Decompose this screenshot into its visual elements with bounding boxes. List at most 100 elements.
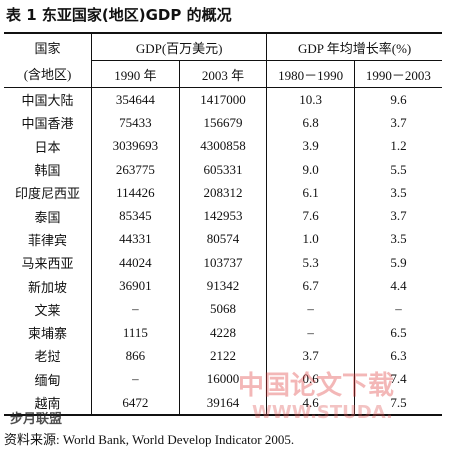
country-cell: 柬埔寨 — [28, 326, 68, 342]
value-cell: 16000 — [178, 367, 267, 391]
country-cell: 缅甸 — [34, 372, 61, 388]
table-row: 新加坡 36901 91342 6.7 4.4 — [4, 274, 442, 298]
value-cell: 3.9 — [266, 134, 355, 158]
header-cell: GDP(百万美元) — [91, 33, 267, 61]
table-row: 中国大陆 354644 1417000 10.3 9.6 — [4, 87, 442, 112]
value-cell: – — [91, 367, 180, 391]
header-cell: (含地区) — [23, 67, 72, 83]
value-cell: 5.5 — [353, 157, 442, 182]
table-row: 韩国 263775 605331 9.0 5.5 — [4, 157, 442, 182]
country-cell: 马来西亚 — [21, 256, 74, 272]
value-cell: 7.6 — [266, 204, 355, 228]
watermark: WWW.STUDA. — [252, 402, 393, 423]
country-cell: 越南 — [34, 396, 61, 411]
header-cell: 1980－1990 — [266, 60, 355, 88]
value-cell: 1.2 — [353, 134, 442, 158]
value-cell: 6.1 — [266, 181, 355, 205]
value-cell: 7.4 — [353, 367, 442, 391]
value-cell: 4300858 — [178, 134, 267, 158]
country-cell: 文莱 — [34, 302, 61, 318]
table-row: 文莱 –5068– – — [4, 297, 442, 321]
table-row: 越南 6472 39164 4.6 7.5 — [4, 390, 442, 416]
value-cell: 39164 — [178, 390, 267, 416]
header-cell: 1990 年 — [91, 60, 180, 88]
value-cell: 91342 — [178, 274, 267, 298]
value-cell: 36901 — [91, 274, 180, 298]
value-cell: 3.5 — [353, 181, 442, 205]
value-cell: 6472 — [91, 390, 180, 416]
value-cell: 44024 — [91, 251, 180, 275]
value-cell: 114426 — [91, 181, 180, 205]
country-cell: 新加坡 — [28, 279, 68, 295]
header-cell: GDP 年均增长率(%) — [266, 33, 442, 61]
country-cell: 老挝 — [34, 349, 61, 365]
header-cell: 1990－2003 — [353, 60, 442, 88]
table-row: 泰国 85345 142953 7.6 3.7 — [4, 204, 442, 228]
value-cell: 85345 — [91, 204, 180, 228]
value-cell: 5.9 — [353, 251, 442, 275]
country-cell: 菲律宾 — [28, 232, 68, 248]
value-cell: – — [266, 320, 355, 345]
value-cell: 6.7 — [266, 274, 355, 298]
table: 国家 GDP(百万美元) GDP 年均增长率(%) (含地区) 1990 年 2… — [4, 32, 442, 416]
value-cell: 1.0 — [266, 227, 355, 252]
header-cell: 国家 — [34, 40, 61, 56]
value-cell: 156679 — [178, 111, 267, 135]
value-cell: 3.7 — [353, 204, 442, 228]
source-note: 资料来源: World Bank, World Develop Indicato… — [4, 432, 295, 447]
value-cell: 7.5 — [353, 390, 442, 416]
table-row: 缅甸 –16000 0.6 7.4 — [4, 367, 442, 391]
value-cell: 866 — [91, 344, 180, 368]
value-cell: 4228 — [178, 320, 267, 345]
table-row: 老挝 866 2122 3.7 6.3 — [4, 344, 442, 368]
value-cell: 10.3 — [266, 87, 355, 112]
value-cell: – — [353, 297, 442, 321]
value-cell: 208312 — [178, 181, 267, 205]
country-cell: 日本 — [34, 139, 61, 155]
value-cell: 103737 — [178, 251, 267, 275]
value-cell: 44331 — [91, 227, 180, 252]
value-cell: 2122 — [178, 344, 267, 368]
value-cell: 3.5 — [353, 227, 442, 252]
value-cell: 1417000 — [178, 87, 267, 112]
value-cell: 4.6 — [266, 390, 355, 416]
value-cell: – — [266, 297, 355, 321]
table-row: 印度尼西亚 114426 208312 6.1 3.5 — [4, 181, 442, 205]
table-row: 日本 3039693 4300858 3.9 1.2 — [4, 134, 442, 158]
value-cell: 9.0 — [266, 157, 355, 182]
value-cell: 605331 — [178, 157, 267, 182]
value-cell: 263775 — [91, 157, 180, 182]
table-row: 马来西亚 44024 103737 5.3 5.9 — [4, 251, 442, 275]
table-row: 柬埔寨 1115 4228–6.5 — [4, 320, 442, 345]
country-cell: 中国大陆 — [21, 93, 74, 109]
country-cell: 中国香港 — [21, 116, 74, 132]
value-cell: 354644 — [91, 87, 180, 112]
watermark: 步月联盟 — [10, 412, 63, 427]
country-cell: 泰国 — [34, 209, 61, 225]
value-cell: 6.8 — [266, 111, 355, 135]
value-cell: 75433 — [91, 111, 180, 135]
value-cell: 3.7 — [266, 344, 355, 368]
value-cell: 3039693 — [91, 134, 180, 158]
country-cell: 印度尼西亚 — [15, 186, 81, 202]
value-cell: 4.4 — [353, 274, 442, 298]
table-row: 菲律宾 44331 80574 1.0 3.5 — [4, 227, 442, 252]
value-cell: – — [91, 297, 180, 321]
table-row: 中国香港 75433 156679 6.8 3.7 — [4, 111, 442, 135]
value-cell: 5.3 — [266, 251, 355, 275]
watermark: 中国论文下载 — [238, 371, 395, 401]
value-cell: 80574 — [178, 227, 267, 252]
value-cell: 0.6 — [266, 367, 355, 391]
table-body: 中国大陆 354644 1417000 10.3 9.6 中国香港 75433 156679 6… — [4, 87, 442, 416]
country-cell: 韩国 — [34, 163, 61, 179]
value-cell: 1115 — [91, 320, 180, 345]
value-cell: 3.7 — [353, 111, 442, 135]
header-cell: 2003 年 — [178, 60, 267, 88]
value-cell: 6.5 — [353, 320, 442, 345]
value-cell: 6.3 — [353, 344, 442, 368]
value-cell: 142953 — [178, 204, 267, 228]
value-cell: 9.6 — [353, 87, 442, 112]
title: 表 1 东亚国家(地区)GDP 的概况 — [6, 6, 232, 24]
value-cell: 5068 — [178, 297, 267, 321]
